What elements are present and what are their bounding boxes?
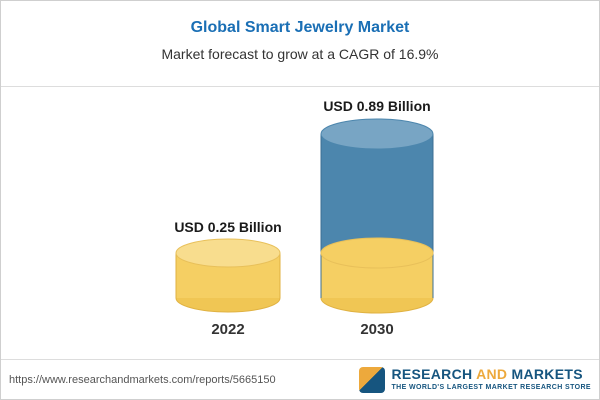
- logo-word-markets: MARKETS: [511, 366, 583, 383]
- header-divider: [1, 86, 599, 87]
- logo-tagline: THE WORLD'S LARGEST MARKET RESEARCH STOR…: [391, 384, 591, 392]
- chart-header: Global Smart Jewelry Market Market forec…: [1, 1, 599, 62]
- category-label-2022: 2022: [211, 321, 245, 338]
- bar-2030: [320, 118, 434, 314]
- logo-text: RESEARCH AND MARKETS THE WORLD'S LARGEST…: [391, 367, 591, 391]
- value-label-2022: USD 0.25 Billion: [174, 219, 282, 235]
- chart-subtitle: Market forecast to grow at a CAGR of 16.…: [161, 46, 439, 62]
- footer: https://www.researchandmarkets.com/repor…: [1, 360, 599, 399]
- logo-wordmark: RESEARCH AND MARKETS: [391, 367, 591, 382]
- logo-icon: [359, 366, 386, 393]
- bar-2022: [175, 238, 281, 313]
- footer-divider: [1, 359, 599, 360]
- researchandmarkets-logo: RESEARCH AND MARKETS THE WORLD'S LARGEST…: [359, 366, 591, 393]
- logo-word-and: AND: [476, 366, 508, 383]
- report-url-link[interactable]: https://www.researchandmarkets.com/repor…: [9, 373, 276, 386]
- value-label-2030: USD 0.89 Billion: [323, 98, 431, 114]
- chart-title: Global Smart Jewelry Market: [190, 19, 410, 36]
- category-label-2030: 2030: [360, 321, 394, 338]
- logo-word-research: RESEARCH: [391, 366, 473, 383]
